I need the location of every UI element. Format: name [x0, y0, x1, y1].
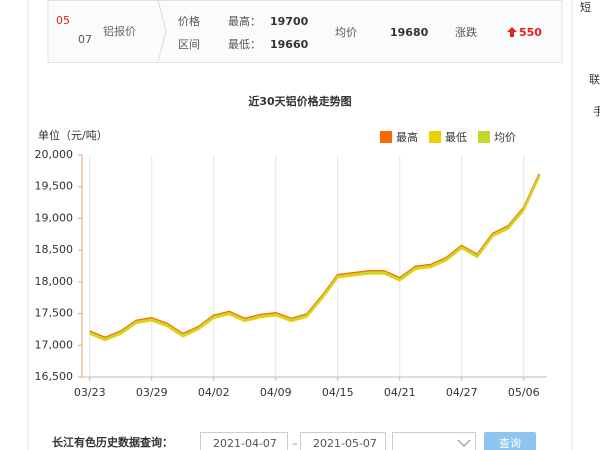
chart: 16,500 17,000 17,500 18,000 18,500 19,000 19,5…	[35, 130, 547, 399]
query-label: 长江有色历史数据查询：	[52, 435, 173, 449]
start-date: 2021-04-07	[213, 437, 277, 450]
high-label: 最高：	[228, 14, 261, 28]
avg-label: 均价	[335, 26, 357, 39]
select-caret	[457, 439, 471, 447]
quote-box	[47, 0, 563, 63]
legend-swatch	[429, 131, 441, 143]
y-tick-label: 20,000	[35, 148, 74, 161]
query-button[interactable]	[484, 432, 536, 450]
high-value: 19700	[270, 15, 309, 28]
end-date-input[interactable]	[300, 432, 386, 450]
legend-label: 最高	[396, 130, 418, 144]
low-value: 19660	[270, 38, 309, 51]
sidebar-text: 手	[593, 104, 600, 118]
avg-value: 19680	[390, 26, 429, 39]
date-separator: –	[292, 437, 298, 450]
date-month: 05	[56, 14, 70, 27]
end-date: 2021-05-07	[313, 437, 377, 450]
legend-swatch	[380, 131, 392, 143]
range-label: 区间	[178, 38, 200, 51]
y-tick-label: 19,000	[35, 211, 74, 224]
legend-swatch	[478, 131, 490, 143]
divider	[157, 0, 167, 63]
x-tick-label: 04/02	[198, 386, 230, 399]
y-tick-label: 17,000	[35, 338, 74, 351]
x-tick-label: 05/06	[508, 386, 540, 399]
legend-label: 均价	[494, 131, 516, 144]
content-panel	[27, 0, 573, 450]
chart-title: 近30天铝价格走势图	[248, 94, 351, 108]
up-arrow	[507, 27, 517, 37]
legend-label: 最低	[445, 131, 467, 144]
series-line	[89, 174, 541, 340]
x-tick-label: 04/27	[446, 386, 478, 399]
x-tick-label: 04/21	[384, 386, 416, 399]
y-tick-label: 18,500	[35, 243, 74, 256]
sidebar-text: 联	[589, 73, 600, 86]
y-tick-label: 17,500	[35, 307, 74, 320]
change-label: 涨跌	[455, 25, 477, 39]
start-date-input[interactable]	[200, 432, 288, 450]
x-tick-label: 04/15	[322, 386, 354, 399]
y-tick-label: 16,500	[35, 370, 74, 383]
query-button-text: 查询	[499, 436, 521, 450]
x-tick-label: 03/29	[136, 386, 168, 399]
x-tick-label: 04/09	[260, 386, 292, 399]
low-label: 最低：	[228, 38, 261, 51]
y-tick-label: 19,500	[35, 180, 74, 193]
select-box[interactable]	[392, 432, 476, 450]
quote-title: 铝报价	[103, 24, 136, 38]
change-value: 550	[519, 26, 542, 39]
y-axis-label: 单位（元/吨）	[38, 128, 108, 142]
sidebar-text: 短	[580, 0, 591, 14]
price-label: 价格	[178, 14, 200, 28]
date-day: 07	[78, 33, 92, 46]
x-tick-label: 03/23	[74, 386, 106, 399]
y-tick-label: 18,000	[35, 275, 74, 288]
